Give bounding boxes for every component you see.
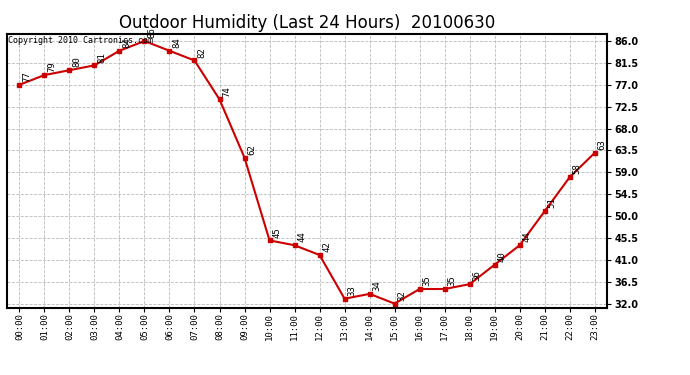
Text: 51: 51	[547, 198, 556, 208]
Text: 77: 77	[22, 71, 31, 82]
Text: 74: 74	[222, 86, 231, 97]
Text: 44: 44	[297, 232, 306, 243]
Text: 81: 81	[97, 52, 106, 63]
Text: 79: 79	[47, 62, 56, 72]
Text: 45: 45	[273, 227, 282, 238]
Text: 36: 36	[473, 271, 482, 281]
Title: Outdoor Humidity (Last 24 Hours)  20100630: Outdoor Humidity (Last 24 Hours) 2010063…	[119, 14, 495, 32]
Text: 86: 86	[147, 27, 156, 38]
Text: 34: 34	[373, 280, 382, 291]
Text: Copyright 2010 Cartronics.com: Copyright 2010 Cartronics.com	[8, 36, 153, 45]
Text: 82: 82	[197, 47, 206, 58]
Text: 84: 84	[122, 37, 131, 48]
Text: 40: 40	[497, 251, 506, 262]
Text: 33: 33	[347, 285, 356, 296]
Text: 32: 32	[397, 290, 406, 301]
Text: 35: 35	[447, 276, 456, 286]
Text: 62: 62	[247, 144, 256, 155]
Text: 44: 44	[522, 232, 531, 243]
Text: 35: 35	[422, 276, 431, 286]
Text: 58: 58	[573, 164, 582, 174]
Text: 84: 84	[172, 37, 181, 48]
Text: 42: 42	[322, 242, 331, 252]
Text: 80: 80	[72, 57, 81, 68]
Text: 63: 63	[598, 140, 607, 150]
